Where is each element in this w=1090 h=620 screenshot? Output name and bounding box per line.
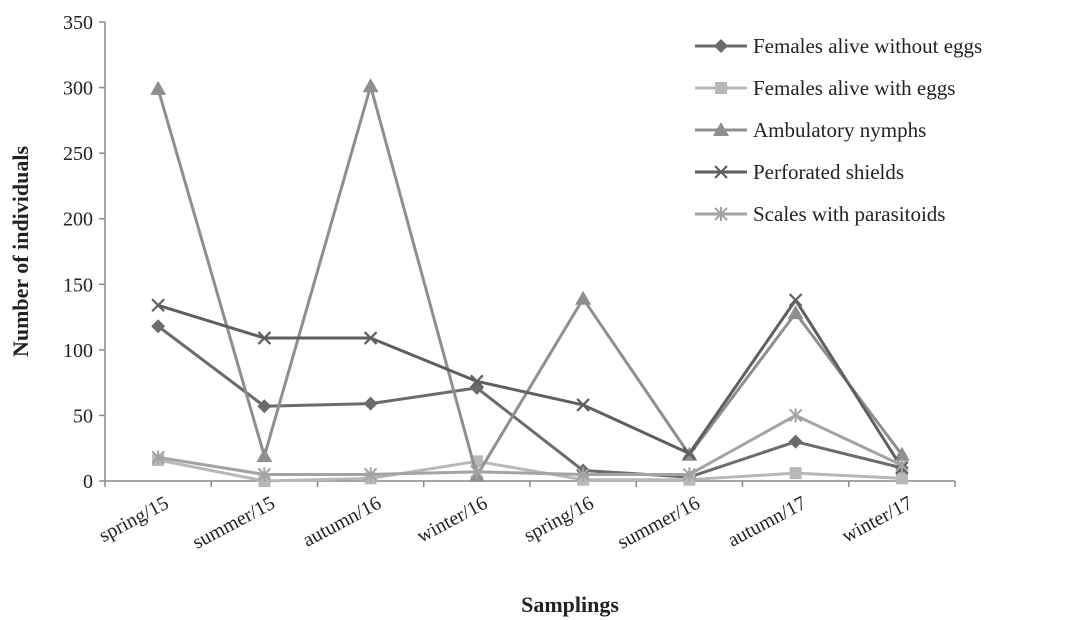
legend-label: Females alive without eggs xyxy=(753,34,982,58)
data-point xyxy=(151,298,165,313)
data-point xyxy=(575,290,592,305)
data-point xyxy=(257,467,272,482)
legend-item: Ambulatory nymphs xyxy=(695,118,926,142)
legend-marker xyxy=(714,39,728,53)
y-tick-label: 50 xyxy=(73,405,93,427)
y-tick-label: 100 xyxy=(63,340,93,362)
legend-marker xyxy=(714,207,728,221)
series-line xyxy=(157,298,904,469)
legend-marker xyxy=(714,165,728,179)
data-point xyxy=(363,331,378,345)
data-point xyxy=(576,467,590,482)
series-5 xyxy=(151,408,909,482)
data-point xyxy=(151,450,165,465)
data-point xyxy=(895,472,908,485)
y-tick-label: 300 xyxy=(63,78,93,100)
x-tick-label: summer/16 xyxy=(614,492,704,554)
series-layer xyxy=(150,78,910,487)
data-point xyxy=(788,434,803,449)
y-tick-label: 350 xyxy=(63,12,93,34)
legend-label: Scales with parasitoids xyxy=(753,202,945,226)
data-point xyxy=(256,448,273,463)
data-point xyxy=(576,398,590,412)
series-3 xyxy=(150,78,910,482)
x-axis-title: Samplings xyxy=(521,592,619,617)
legend-label: Ambulatory nymphs xyxy=(753,118,926,142)
y-axis-ticks: 0 50 100 150 200 250 300 350 xyxy=(63,12,105,493)
data-point xyxy=(787,305,804,320)
data-point xyxy=(895,458,909,473)
data-point xyxy=(788,408,803,423)
y-tick-label: 200 xyxy=(63,209,93,231)
data-point xyxy=(363,396,378,411)
legend-marker xyxy=(715,82,727,94)
data-point xyxy=(789,467,802,480)
x-tick-label: autumn/17 xyxy=(724,492,810,552)
data-point xyxy=(470,374,484,389)
data-point xyxy=(150,80,167,95)
x-tick-label: spring/15 xyxy=(95,492,172,547)
legend: Females alive without eggs Females alive … xyxy=(695,34,982,226)
data-point xyxy=(151,319,166,334)
data-point xyxy=(893,446,910,461)
data-point xyxy=(682,446,697,461)
legend-item: Females alive without eggs xyxy=(695,34,982,58)
y-tick-label: 250 xyxy=(63,143,93,165)
legend-label: Perforated shields xyxy=(753,160,904,184)
series-line xyxy=(156,84,904,478)
y-axis-title: Number of individuals xyxy=(8,146,33,358)
data-point xyxy=(788,293,803,307)
y-tick-label: 0 xyxy=(83,471,93,493)
legend-label: Females alive with eggs xyxy=(753,76,955,100)
legend-item: Perforated shields xyxy=(695,160,904,184)
data-point xyxy=(362,78,379,93)
legend-item: Scales with parasitoids xyxy=(695,202,945,226)
x-tick-label: winter/17 xyxy=(838,492,916,547)
x-tick-label: winter/16 xyxy=(413,492,491,547)
data-point xyxy=(682,467,697,482)
data-point xyxy=(257,331,272,345)
series-line xyxy=(157,458,902,483)
x-tick-label: autumn/16 xyxy=(299,492,385,552)
series-4 xyxy=(151,293,909,475)
x-axis-ticks: spring/15 summer/15 autumn/16 winter/16 spri… xyxy=(95,481,956,554)
data-point xyxy=(363,467,378,482)
legend-marker xyxy=(713,122,729,136)
y-tick-label: 150 xyxy=(63,274,93,296)
legend-item: Females alive with eggs xyxy=(695,76,955,100)
series-line xyxy=(157,325,903,479)
x-tick-label: spring/16 xyxy=(520,492,597,547)
data-point xyxy=(470,464,484,479)
series-line xyxy=(157,413,903,476)
data-point xyxy=(257,399,272,414)
x-tick-label: summer/15 xyxy=(189,492,279,554)
